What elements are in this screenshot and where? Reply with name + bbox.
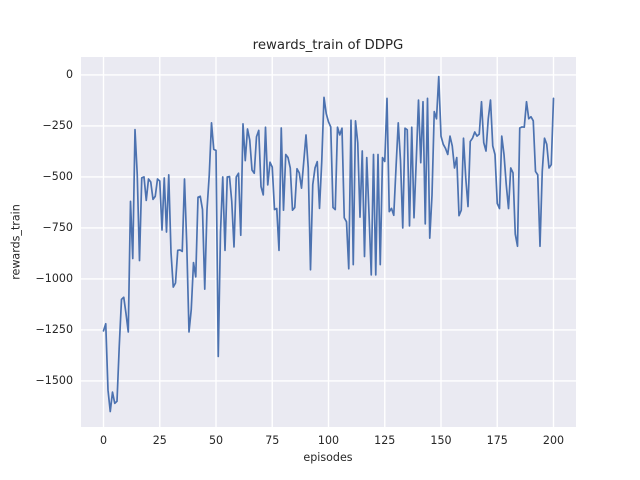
plot-area (81, 57, 576, 427)
y-axis-label: rewards_train (9, 204, 23, 280)
x-tick-label: 0 (99, 434, 108, 447)
x-axis-label: episodes (303, 451, 353, 464)
y-tick-label: −1000 (35, 272, 73, 286)
reward-line (102, 75, 555, 413)
x-tick-label: 150 (430, 434, 452, 447)
x-tick-label: 50 (208, 434, 224, 447)
x-tick-label: 75 (265, 434, 280, 447)
x-tick-label: 25 (152, 434, 167, 447)
x-tick-label: 200 (542, 434, 565, 447)
plot-svg (81, 57, 576, 427)
y-tick-label: −1250 (35, 323, 73, 337)
x-tick-label: 100 (317, 434, 340, 447)
y-tick-label: −250 (42, 119, 73, 133)
x-tick-label: 125 (374, 434, 396, 447)
y-tick-label: −1500 (35, 374, 73, 388)
y-tick-label: −750 (42, 221, 73, 235)
y-tick-label: 0 (65, 68, 73, 82)
chart-title: rewards_train of DDPG (252, 38, 404, 53)
x-tick-label: 175 (486, 434, 508, 447)
y-tick-label: −500 (42, 170, 73, 184)
